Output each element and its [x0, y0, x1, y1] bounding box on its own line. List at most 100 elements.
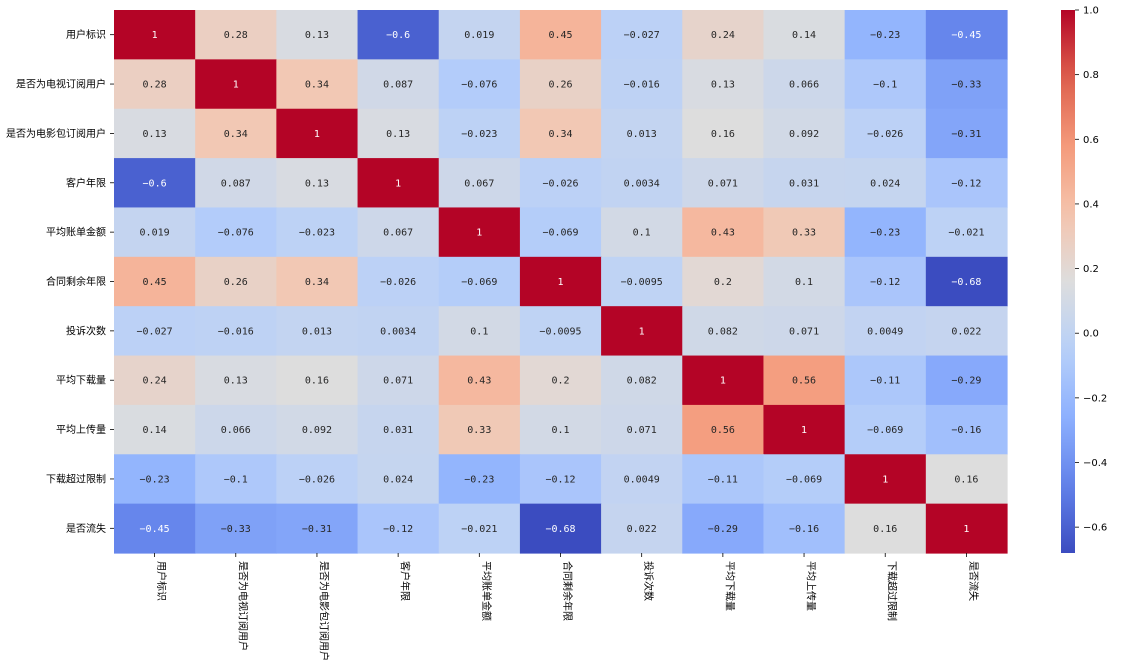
x-axis-tick-label: 客户年限: [399, 561, 412, 601]
heatmap-cell-label: 0.13: [224, 376, 248, 387]
heatmap-cell: [195, 355, 277, 406]
heatmap-cell: [195, 454, 277, 505]
heatmap-cell: [276, 306, 359, 357]
heatmap-cell: [195, 108, 277, 159]
heatmap-cell: [682, 10, 765, 60]
heatmap-cell: [438, 256, 521, 307]
heatmap-cell-label: −0.45: [951, 30, 981, 41]
heatmap-cell: [114, 306, 196, 357]
heatmap-cell-label: 0.031: [383, 425, 413, 436]
heatmap-cell-label: 0.13: [305, 30, 329, 41]
heatmap-cell: [519, 158, 602, 209]
heatmap-cell-label: 0.066: [789, 80, 819, 91]
heatmap-cell: [357, 59, 440, 110]
heatmap-cell-label: −0.6: [143, 178, 167, 189]
heatmap-cell-label: 0.13: [143, 129, 167, 140]
colorbar-tick-label: 0.2: [1083, 264, 1099, 275]
heatmap-cell-label: 0.26: [224, 277, 248, 288]
heatmap-cell-label: 0.0049: [624, 474, 660, 485]
heatmap-cell: [276, 10, 359, 60]
heatmap-cell: [763, 59, 846, 110]
heatmap-cell: [357, 306, 440, 357]
y-axis-tick-label: 下载超过限制: [46, 472, 106, 485]
heatmap-cell-label: −0.33: [221, 524, 251, 535]
heatmap-cell: [357, 404, 440, 455]
heatmap-cell-label: 1: [963, 524, 969, 535]
heatmap-cell: [925, 108, 1008, 159]
heatmap-cell-label: 0.0049: [867, 326, 903, 337]
heatmap-cell: [519, 59, 602, 110]
heatmap-cell-label: 0.022: [951, 326, 981, 337]
heatmap-cell-label: −0.026: [867, 129, 903, 140]
heatmap-cell: [114, 454, 196, 505]
heatmap-cell-label: 0.13: [711, 80, 735, 91]
heatmap-cell-label: −0.31: [302, 524, 332, 535]
heatmap-cell: [276, 404, 359, 455]
heatmap-cell: [357, 207, 440, 258]
heatmap-cell-label: 1: [395, 178, 401, 189]
heatmap-cell: [357, 454, 440, 505]
heatmap-cell: [925, 158, 1008, 209]
heatmap-cell-label: 0.14: [792, 30, 816, 41]
x-axis-tick-labels: 用户标识 是否为电视订阅用户 是否为电影包订阅用户 客户年限 平均账单金额 合同剩余年限 投…: [154, 553, 980, 661]
heatmap-cell: [763, 355, 846, 406]
heatmap-cell-label: 0.16: [954, 474, 978, 485]
heatmap-cell-label: 0.45: [548, 30, 572, 41]
heatmap-cell-label: −0.12: [870, 277, 900, 288]
heatmap-cell: [925, 59, 1008, 110]
heatmap-cell: [276, 108, 359, 159]
heatmap-cell: [844, 59, 927, 110]
heatmap-cell: [844, 256, 927, 307]
heatmap-cell-label: −0.026: [299, 474, 335, 485]
heatmap-cell: [925, 256, 1008, 307]
heatmap-cell: [114, 59, 196, 110]
heatmap-cell-label: −0.23: [464, 474, 494, 485]
heatmap-cell: [519, 10, 602, 60]
heatmap-cell: [925, 454, 1008, 505]
heatmap-cell: [195, 10, 277, 60]
heatmap-cell-label: 0.43: [467, 376, 491, 387]
colorbar-tick-label: −0.2: [1083, 393, 1107, 404]
heatmap-cell-label: −0.023: [299, 228, 335, 239]
heatmap-cell-label: 0.071: [708, 178, 738, 189]
heatmap-cell: [114, 108, 196, 159]
heatmap-cell-label: 0.067: [383, 228, 413, 239]
heatmap-cell-label: 1: [801, 425, 807, 436]
heatmap-cell-label: −0.12: [545, 474, 575, 485]
heatmap-cell: [844, 207, 927, 258]
heatmap-cell-label: 0.14: [143, 425, 167, 436]
heatmap-cell: [601, 404, 683, 455]
heatmap-cell-label: 0.1: [470, 326, 488, 337]
heatmap-cell-label: −0.076: [218, 228, 254, 239]
heatmap-cell: [682, 503, 765, 554]
heatmap-cell: [925, 207, 1008, 258]
x-axis-tick-label: 平均下载量: [723, 561, 735, 611]
heatmap-cell-label: −0.29: [951, 376, 981, 387]
y-axis-tick-label: 合同剩余年限: [46, 275, 106, 288]
heatmap-cell: [276, 454, 359, 505]
heatmap-cell-label: −0.069: [542, 228, 578, 239]
heatmap-cell-label: 0.16: [305, 376, 329, 387]
heatmap-cell: [682, 207, 765, 258]
heatmap-cell: [844, 454, 927, 505]
heatmap-cell-label: 0.067: [464, 178, 494, 189]
heatmap-cell: [682, 108, 765, 159]
heatmap-cell: [844, 306, 927, 357]
heatmap-cell-label: 1: [557, 277, 563, 288]
heatmap-cell-label: 0.13: [386, 129, 410, 140]
heatmap-cell: [357, 503, 440, 554]
heatmap-cell-label: 1: [233, 80, 239, 91]
heatmap-cell-label: 0.24: [143, 376, 167, 387]
x-axis-tick-label: 是否流失: [967, 561, 980, 601]
heatmap-cell-label: −0.12: [383, 524, 413, 535]
heatmap-cell-label: 0.34: [305, 80, 329, 91]
heatmap-cell-label: −0.1: [873, 80, 897, 91]
heatmap-cell-label: −0.021: [948, 228, 984, 239]
heatmap-cell-label: 0.092: [789, 129, 819, 140]
heatmap-cell: [276, 59, 359, 110]
heatmap-cell: [601, 355, 683, 406]
heatmap-cell-label: −0.016: [624, 80, 660, 91]
heatmap-cell: [682, 454, 765, 505]
heatmap-cell: [925, 355, 1008, 406]
heatmap-cell-label: −0.026: [542, 178, 578, 189]
